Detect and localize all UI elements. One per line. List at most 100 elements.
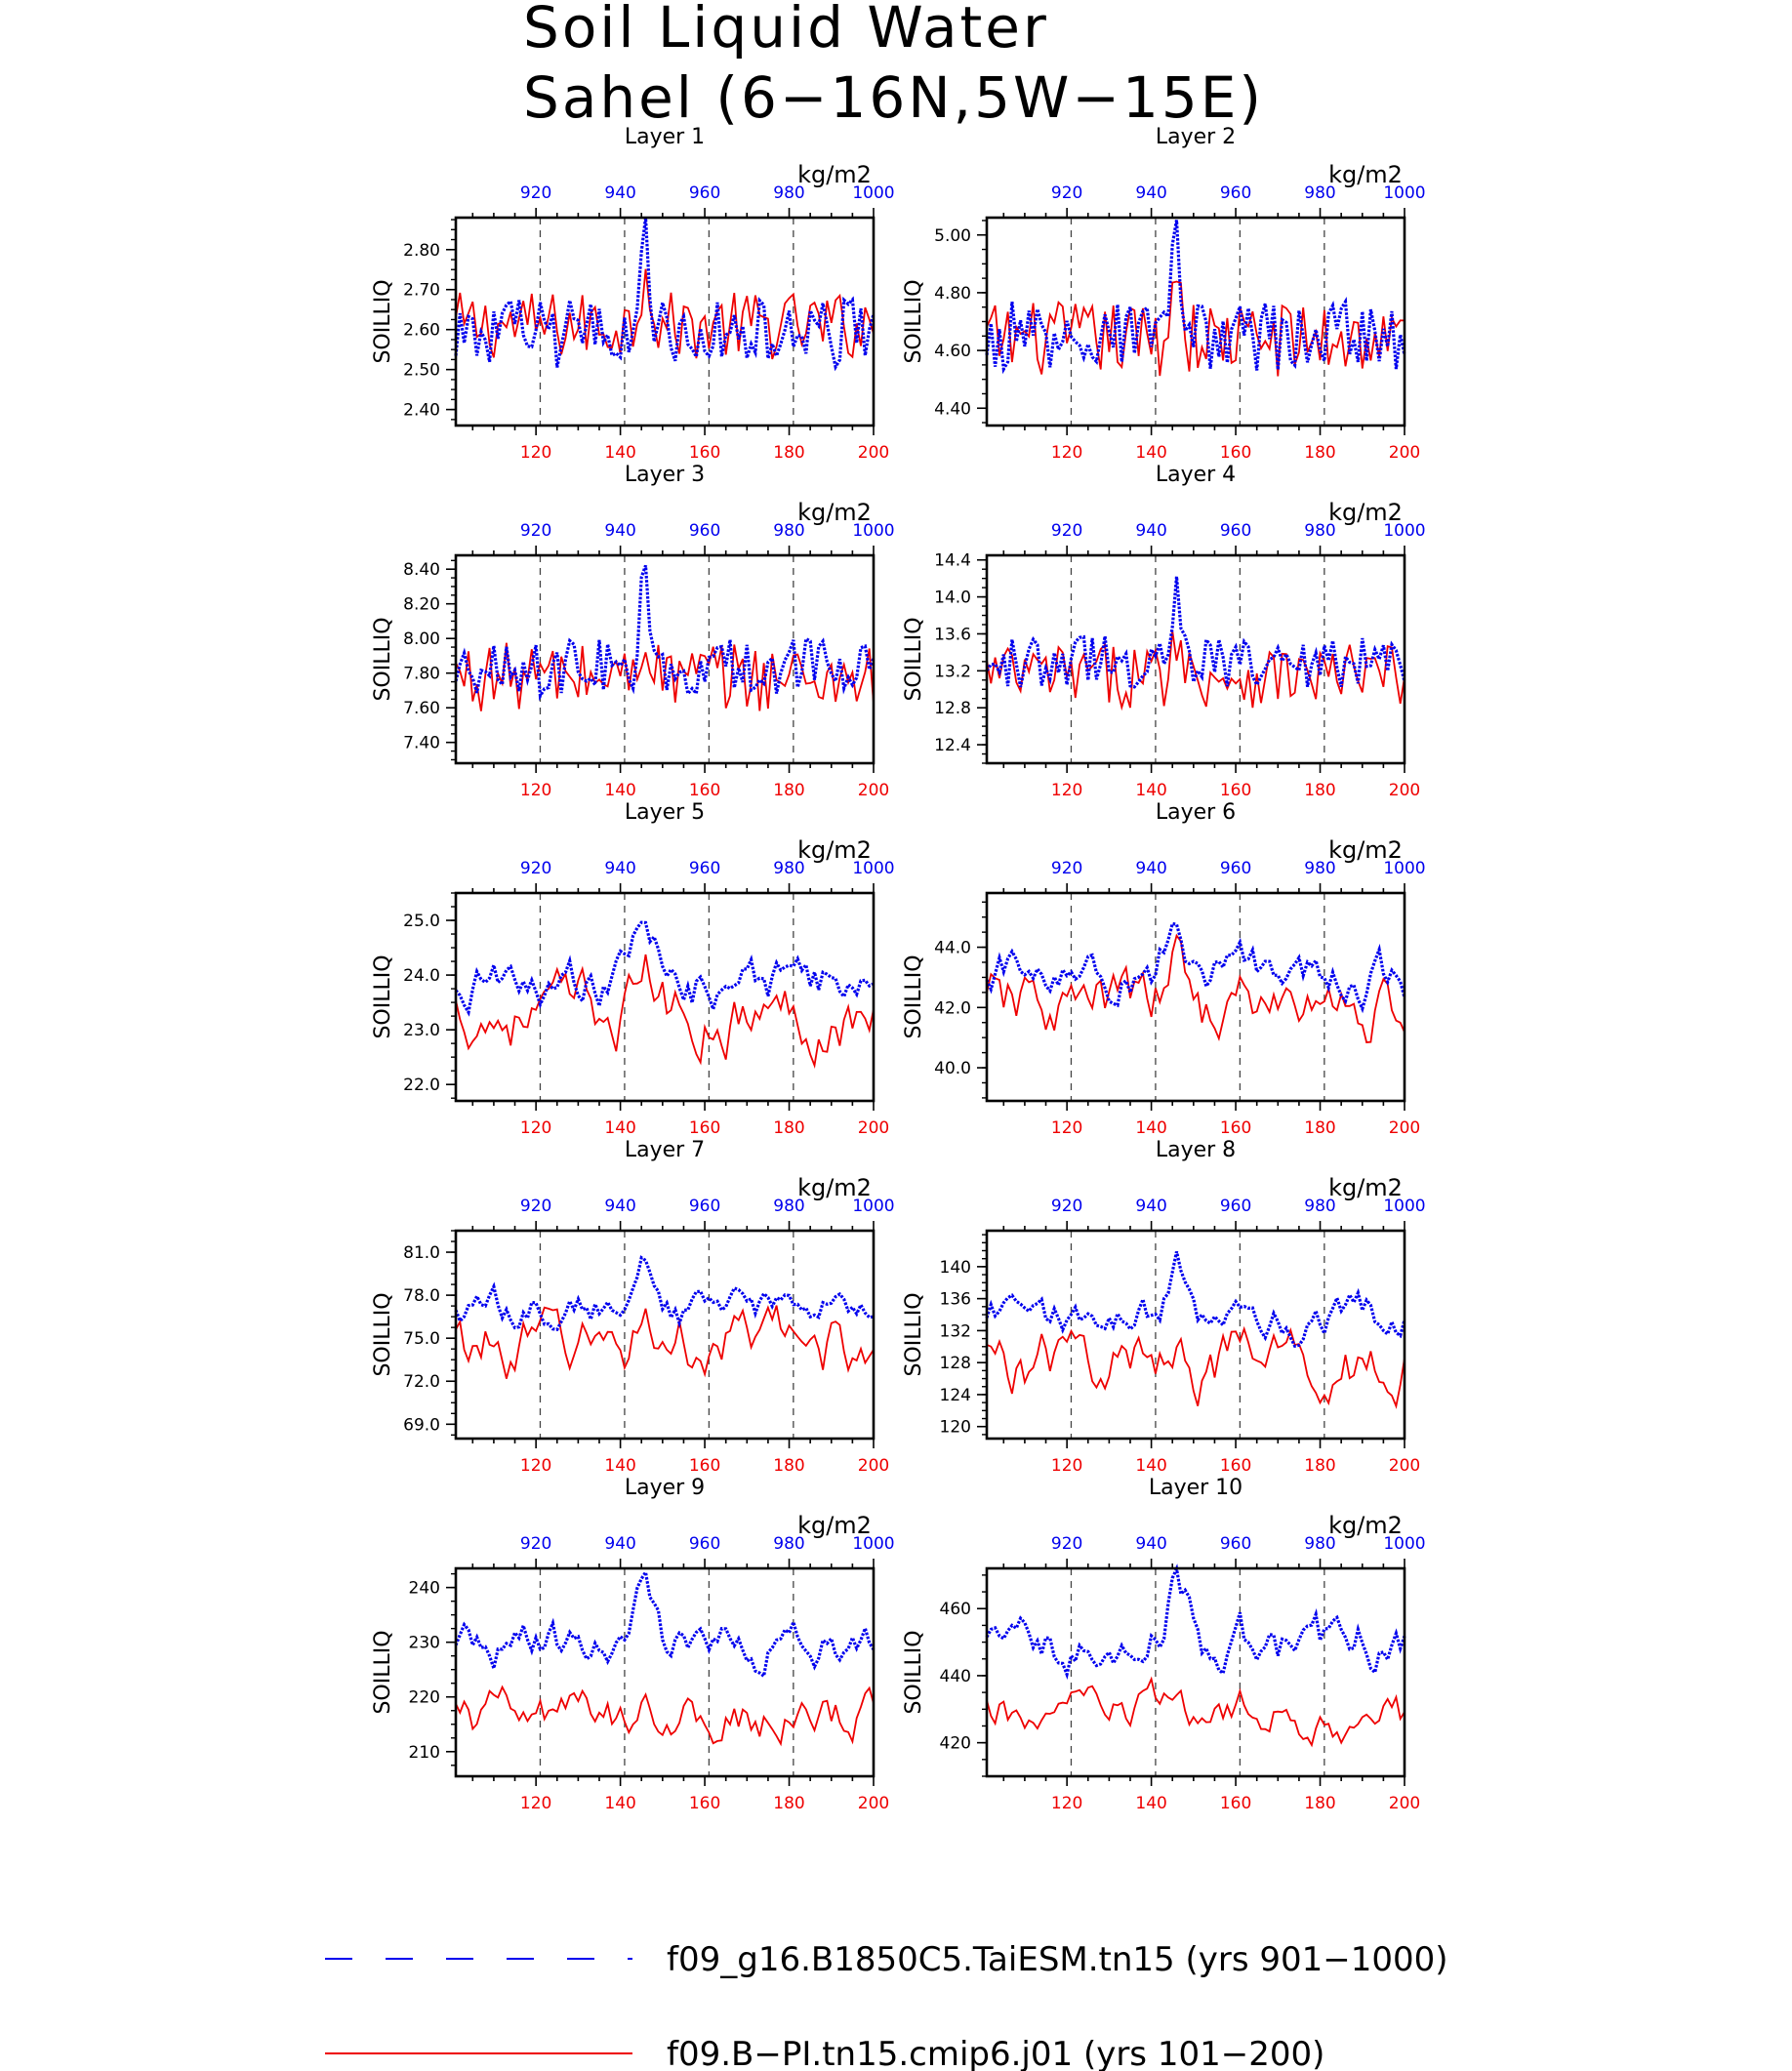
series-line-ctl: [986, 1676, 1405, 1748]
y-tick-label: 460: [940, 1600, 971, 1619]
x-tick-label-top: 980: [773, 1534, 804, 1554]
y-tick-label: 13.2: [934, 662, 971, 681]
x-tick-label-bottom: 180: [773, 781, 804, 800]
y-tick-label: 44.0: [934, 939, 971, 958]
x-tick-label-bottom: 200: [1389, 1118, 1420, 1138]
x-tick-label-bottom: 160: [689, 1794, 720, 1813]
x-tick-label-bottom: 160: [689, 781, 720, 800]
y-tick-label: 240: [409, 1579, 440, 1599]
y-tick-label: 2.60: [403, 321, 440, 341]
x-tick-label-bottom: 120: [1051, 781, 1082, 800]
panel-title: Layer 7: [625, 1138, 705, 1162]
y-tick-label: 2.80: [403, 241, 440, 261]
x-tick-label-bottom: 160: [1220, 443, 1251, 463]
y-tick-label: 2.70: [403, 281, 440, 301]
x-tick-label-bottom: 140: [1135, 1118, 1166, 1138]
plot-frame: [454, 216, 876, 427]
x-tick-label-top: 940: [1135, 521, 1166, 541]
series-line-exp: [454, 920, 875, 1017]
x-tick-label-top: 960: [1220, 1534, 1251, 1554]
y-axis-label: SOILLIQ: [902, 1292, 926, 1376]
x-tick-label-top: 960: [689, 1197, 720, 1216]
x-tick-label-top: 920: [520, 1197, 551, 1216]
x-tick-label-top: 1000: [852, 859, 894, 878]
x-tick-label-bottom: 180: [773, 1456, 804, 1476]
y-tick-label: 78.0: [403, 1286, 440, 1306]
plot-frame: [454, 1229, 876, 1441]
x-tick-label-top: 980: [1304, 1197, 1335, 1216]
panel-title: Layer 4: [1156, 463, 1236, 487]
x-tick-label-top: 920: [1051, 1534, 1082, 1554]
y-tick-label: 132: [940, 1321, 971, 1341]
x-tick-label-top: 960: [1220, 1197, 1251, 1216]
x-tick-label-bottom: 200: [1389, 1794, 1420, 1813]
plot-frame: [985, 1566, 1406, 1778]
x-tick-label-top: 960: [1220, 521, 1251, 541]
panel-grid: Layer 1 kg/m2 SOILLIQ 120 140 160 180 200 920 940…: [371, 125, 1426, 1813]
y-tick-label: 136: [940, 1290, 971, 1310]
series-line-ctl: [986, 1325, 1405, 1409]
series-line-exp: [985, 220, 1406, 375]
y-tick-label: 4.60: [934, 342, 971, 361]
x-tick-label-bottom: 120: [520, 781, 551, 800]
y-tick-label: 42.0: [934, 998, 971, 1018]
y-tick-label: 124: [940, 1386, 971, 1405]
x-tick-label-bottom: 200: [858, 1456, 889, 1476]
x-tick-label-top: 1000: [852, 1534, 894, 1554]
x-tick-label-top: 980: [773, 859, 804, 878]
x-tick-label-bottom: 180: [1304, 1794, 1335, 1813]
x-tick-label-top: 1000: [852, 183, 894, 203]
panel-title: Layer 8: [1156, 1138, 1236, 1162]
x-tick-label-bottom: 120: [520, 1118, 551, 1138]
x-tick-label-bottom: 140: [604, 1118, 635, 1138]
x-tick-label-bottom: 120: [1051, 1456, 1082, 1476]
x-tick-label-top: 960: [689, 521, 720, 541]
y-tick-label: 8.20: [403, 595, 440, 615]
x-tick-label-bottom: 200: [858, 1118, 889, 1138]
units-label: kg/m2: [797, 161, 872, 188]
units-label: kg/m2: [797, 836, 872, 864]
units-label: kg/m2: [1328, 499, 1403, 526]
panel-layer-10: Layer 10 kg/m2 SOILLIQ 120 140 160 180 200 920 94…: [902, 1476, 1426, 1813]
x-tick-label-bottom: 120: [1051, 443, 1082, 463]
x-tick-label-bottom: 140: [1135, 1456, 1166, 1476]
y-tick-label: 8.00: [403, 629, 440, 649]
x-tick-label-bottom: 180: [773, 1794, 804, 1813]
x-tick-label-top: 940: [1135, 1197, 1166, 1216]
x-tick-label-bottom: 160: [689, 1456, 720, 1476]
panel-layer-4: Layer 4 kg/m2 SOILLIQ 120 140 160 180 200 920 940…: [902, 463, 1426, 800]
x-tick-label-top: 940: [604, 183, 635, 203]
x-tick-label-bottom: 200: [858, 1794, 889, 1813]
panel-title: Layer 2: [1156, 125, 1236, 149]
y-tick-label: 69.0: [403, 1415, 440, 1435]
panel-title: Layer 1: [625, 125, 705, 149]
x-tick-label-top: 940: [604, 521, 635, 541]
x-tick-label-top: 1000: [1383, 521, 1425, 541]
x-tick-label-top: 1000: [1383, 183, 1425, 203]
x-tick-label-top: 980: [773, 521, 804, 541]
x-tick-label-top: 920: [1051, 183, 1082, 203]
x-tick-label-top: 920: [520, 859, 551, 878]
y-tick-label: 220: [409, 1688, 440, 1708]
y-tick-label: 75.0: [403, 1329, 440, 1349]
units-label: kg/m2: [797, 1174, 872, 1201]
y-tick-label: 128: [940, 1354, 971, 1373]
x-tick-label-top: 980: [1304, 521, 1335, 541]
x-tick-label-top: 940: [1135, 1534, 1166, 1554]
x-tick-label-top: 940: [1135, 859, 1166, 878]
x-tick-label-bottom: 140: [1135, 443, 1166, 463]
y-tick-label: 210: [409, 1743, 440, 1763]
x-tick-label-top: 920: [1051, 1197, 1082, 1216]
x-tick-label-bottom: 200: [858, 781, 889, 800]
plot-frame: [985, 891, 1406, 1103]
x-tick-label-bottom: 120: [1051, 1794, 1082, 1813]
panel-title: Layer 6: [1156, 800, 1236, 825]
y-tick-label: 2.50: [403, 361, 440, 381]
y-tick-label: 230: [409, 1634, 440, 1653]
y-axis-label: SOILLIQ: [902, 1630, 926, 1714]
x-tick-label-top: 920: [520, 183, 551, 203]
panel-layer-5: Layer 5 kg/m2 SOILLIQ 120 140 160 180 200 920 940…: [371, 800, 895, 1138]
series-line-ctl: [455, 1685, 875, 1747]
x-tick-label-bottom: 140: [604, 781, 635, 800]
